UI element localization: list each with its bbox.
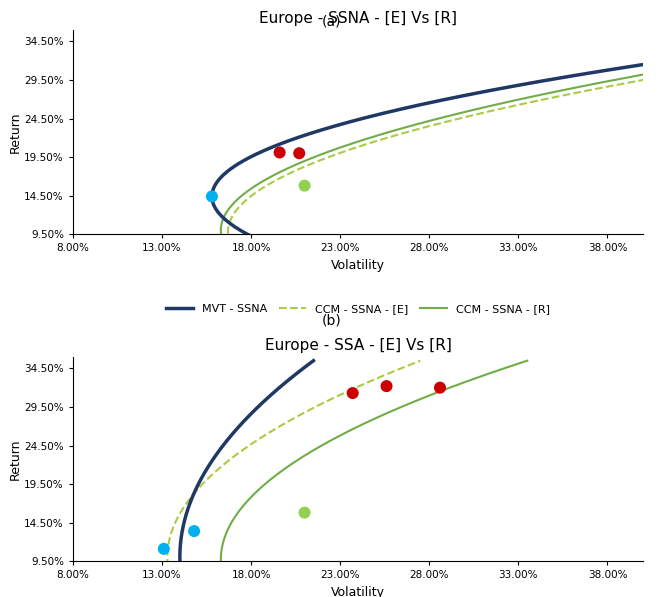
Point — [347, 388, 358, 398]
Text: (b): (b) — [322, 313, 341, 327]
Title: Europe - SSA - [E] Vs [R]: Europe - SSA - [E] Vs [R] — [265, 338, 452, 353]
Text: (a): (a) — [322, 15, 341, 29]
Y-axis label: Return: Return — [9, 438, 21, 480]
Point — [299, 508, 310, 518]
Point — [189, 527, 200, 536]
Point — [435, 383, 446, 392]
Point — [274, 147, 285, 157]
X-axis label: Volatility: Volatility — [331, 259, 385, 272]
Point — [381, 381, 392, 391]
Point — [299, 181, 310, 190]
Point — [294, 149, 304, 158]
Title: Europe - SSNA - [E] Vs [R]: Europe - SSNA - [E] Vs [R] — [259, 11, 457, 26]
X-axis label: Volatility: Volatility — [331, 586, 385, 597]
Point — [207, 192, 217, 201]
Legend: MVT - SSNA, CCM - SSNA - [E], CCM - SSNA - [R]: MVT - SSNA, CCM - SSNA - [E], CCM - SSNA… — [161, 300, 555, 319]
Point — [158, 544, 169, 553]
Y-axis label: Return: Return — [9, 111, 21, 153]
